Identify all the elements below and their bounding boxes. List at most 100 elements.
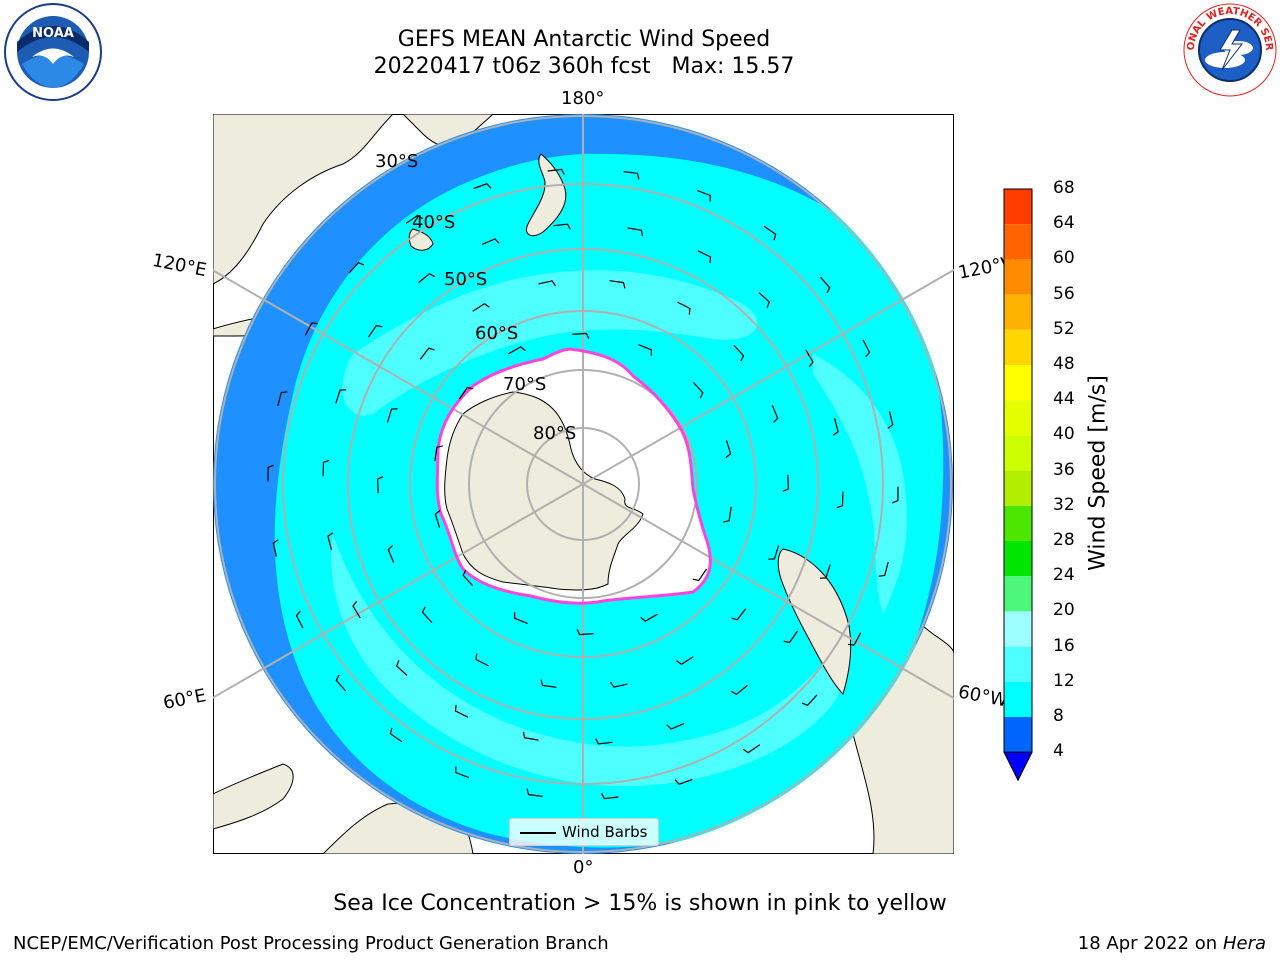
wind-barb-29 xyxy=(676,656,694,666)
lon-label-60w: 60°W xyxy=(956,681,1010,712)
sea-ice-outline xyxy=(435,347,712,605)
wind-barb-6 xyxy=(508,346,526,355)
polar-map xyxy=(213,114,954,854)
wind-barb-21 xyxy=(538,280,556,287)
colorbar-segment-4 xyxy=(1004,329,1032,365)
wind-barb-44 xyxy=(832,418,839,436)
wind-barb-17 xyxy=(376,476,384,494)
colorbar-tick-28: 28 xyxy=(1053,530,1075,550)
colorbar-tick-24: 24 xyxy=(1053,565,1075,586)
wind-barb-71 xyxy=(742,744,761,754)
chart-subtitle: 20220417 t06z 360h fcst Max: 15.57 xyxy=(373,54,795,79)
wind-barb-10 xyxy=(725,440,732,458)
footer-machine: Hera xyxy=(1222,933,1266,954)
colorbar-segment-0 xyxy=(1004,189,1032,225)
wind-barb-24 xyxy=(733,344,745,362)
colorbar-tick-12: 12 xyxy=(1053,670,1075,691)
wind-barb-55 xyxy=(277,391,288,407)
chart-title: GEFS MEAN Antarctic Wind Speed xyxy=(397,27,771,52)
lat-label-30s: 30°S xyxy=(375,151,419,172)
wind-barb-7 xyxy=(572,332,590,340)
south-america xyxy=(777,548,852,695)
colorbar-tick-56: 56 xyxy=(1053,283,1075,304)
noaa-logo: NOAA xyxy=(2,2,104,106)
noaa-logo-text: NOAA xyxy=(32,26,74,41)
wind-barb-61 xyxy=(623,171,640,180)
colorbar-segment-6 xyxy=(1004,400,1032,436)
wind-patch-1 xyxy=(331,534,842,787)
wind-barb-45 xyxy=(836,491,844,509)
lat-label-80s: 80°S xyxy=(533,423,577,444)
colorbar-tick-48: 48 xyxy=(1053,354,1075,374)
wind-barb-39 xyxy=(553,223,571,230)
wind-barb-25 xyxy=(771,405,779,423)
lon-label-180: 180° xyxy=(561,88,605,109)
wind-barb-50 xyxy=(595,738,613,745)
antarctica xyxy=(444,391,644,591)
wind-barb-64 xyxy=(820,276,831,294)
lat-label-70s: 70°S xyxy=(503,374,547,395)
wind-barb-14 xyxy=(475,653,489,667)
colorbar-segment-12 xyxy=(1004,611,1032,647)
lon-label-120e: 120°E xyxy=(150,249,209,282)
wind-barb-23 xyxy=(677,301,691,315)
wind-barb-16 xyxy=(387,545,395,563)
wind-barb-35 xyxy=(335,389,347,404)
colorbar-segment-5 xyxy=(1004,365,1032,401)
wind-barb-8 xyxy=(638,344,653,356)
wind-barb-66 xyxy=(887,411,894,429)
colorbar-tick-60: 60 xyxy=(1053,248,1075,269)
wind-barb-56 xyxy=(304,322,318,336)
wind-barb-22 xyxy=(609,280,626,289)
wind-barb-28 xyxy=(731,608,747,621)
wind-barb-51 xyxy=(522,731,539,741)
colorbar-tick-68: 68 xyxy=(1053,178,1075,198)
wind-barb-72 xyxy=(674,778,693,786)
wind-band-12-16 xyxy=(331,270,907,787)
wind-barb-69 xyxy=(848,632,862,646)
colorbar-segment-9 xyxy=(1004,505,1032,541)
wind-barb-62 xyxy=(696,189,711,202)
colorbar-segment-13 xyxy=(1004,646,1032,682)
wind-barb-59 xyxy=(473,182,492,190)
colorbar-tick-36: 36 xyxy=(1053,459,1075,480)
colorbar-extend-arrow xyxy=(1003,751,1033,782)
wind-barb-5 xyxy=(458,386,474,400)
wind-barb-38 xyxy=(481,238,500,245)
lon-label-60e: 60°E xyxy=(161,685,208,714)
wind-barb-31 xyxy=(540,679,557,688)
wind-barb-26 xyxy=(782,474,790,492)
wind-barb-79 xyxy=(272,539,279,557)
wind-barb-12 xyxy=(692,568,708,582)
lat-label-40s: 40°S xyxy=(412,212,456,233)
wind-barb-77 xyxy=(335,674,346,692)
wind-barb-68 xyxy=(878,561,889,577)
wind-barbs xyxy=(267,168,899,800)
wind-barb-73 xyxy=(601,793,619,800)
lat-label-50s: 50°S xyxy=(444,269,488,290)
wind-barb-1 xyxy=(513,612,528,624)
wind-barb-75 xyxy=(455,766,470,779)
wind-barb-33 xyxy=(327,532,334,550)
footer-credit: NCEP/EMC/Verification Post Processing Pr… xyxy=(13,933,609,954)
wind-barb-67 xyxy=(892,486,899,504)
colorbar-tick-52: 52 xyxy=(1053,318,1075,339)
colorbar-tick-8: 8 xyxy=(1053,706,1064,726)
colorbar-tick-4: 4 xyxy=(1053,741,1064,762)
wind-barb-19 xyxy=(419,347,435,360)
wind-barb-20 xyxy=(472,302,490,312)
wind-barb-3 xyxy=(434,510,441,528)
colorbar-segment-14 xyxy=(1004,681,1032,717)
wind-barb-0 xyxy=(576,628,594,636)
wind-patch-0 xyxy=(342,270,758,416)
lon-label-0: 0° xyxy=(573,857,594,878)
colorbar-segment-7 xyxy=(1004,435,1032,471)
colorbar xyxy=(1003,188,1033,782)
colorbar-segment-3 xyxy=(1004,294,1032,330)
colorbar-segment-1 xyxy=(1004,224,1032,260)
wind-barb-15 xyxy=(421,606,433,624)
meridian-2 xyxy=(213,269,954,700)
wind-barb-46 xyxy=(819,564,831,579)
wind-barb-41 xyxy=(697,250,712,264)
caption: Sea Ice Concentration > 15% is shown in … xyxy=(333,891,947,916)
